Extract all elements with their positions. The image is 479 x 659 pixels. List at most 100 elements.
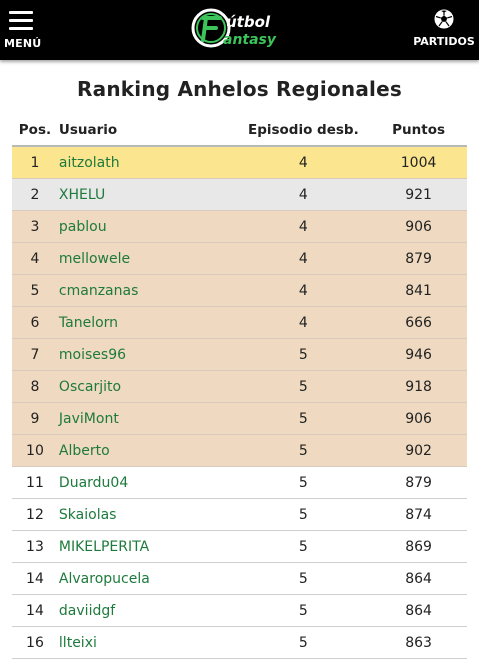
username-cell: Duardu04	[57, 466, 237, 499]
username-cell: XHELU	[57, 178, 237, 211]
logo-text-bottom: antasy	[223, 32, 277, 48]
table-row: 9 JaviMont 5 906	[12, 402, 467, 435]
episode-unlocked: 5	[236, 370, 371, 403]
username-cell: Tanelorn	[57, 306, 237, 339]
rank-position: 2	[12, 178, 58, 211]
top-navigation-bar: MENÚ útbol antasy PARTIDOS	[0, 0, 479, 60]
username-link[interactable]: Alberto	[58, 442, 110, 459]
username-cell: llteixi	[57, 626, 237, 659]
username-cell: MIKELPERITA	[57, 530, 237, 563]
table-row: 8 Oscarjito 5 918	[12, 370, 467, 403]
ranking-body: 1 aitzolath 4 1004 2 XHELU 4 921 3 pablou 4 906 4 mel…	[12, 146, 467, 659]
points-value: 918	[370, 370, 467, 403]
episode-unlocked: 5	[236, 466, 371, 499]
username-link[interactable]: XHELU	[58, 186, 106, 203]
rank-position: 11	[12, 466, 58, 499]
username-link[interactable]: mellowele	[58, 250, 131, 267]
rank-position: 9	[12, 402, 58, 435]
table-row: 12 Skaiolas 5 874	[12, 498, 467, 531]
rank-position: 16	[12, 626, 58, 659]
rank-position: 13	[12, 530, 58, 563]
username-link[interactable]: llteixi	[58, 634, 97, 651]
table-row: 3 pablou 4 906	[12, 210, 467, 243]
soccer-ball-icon	[434, 9, 454, 29]
username-cell: Alberto	[57, 434, 237, 467]
table-row: 14 daviidgf 5 864	[12, 594, 467, 627]
episode-unlocked: 5	[236, 530, 371, 563]
username-link[interactable]: cmanzanas	[58, 282, 139, 299]
futbol-fantasy-logo[interactable]: útbol antasy	[190, 6, 290, 52]
table-row: 1 aitzolath 4 1004	[12, 146, 467, 179]
table-row: 4 mellowele 4 879	[12, 242, 467, 275]
points-value: 921	[370, 178, 467, 211]
points-value: 666	[370, 306, 467, 339]
points-value: 1004	[370, 146, 467, 179]
username-cell: aitzolath	[57, 146, 237, 179]
episode-unlocked: 5	[236, 498, 371, 531]
rank-position: 3	[12, 210, 58, 243]
username-cell: Oscarjito	[57, 370, 237, 403]
menu-label: MENÚ	[4, 37, 42, 50]
logo-text-top: útbol	[226, 13, 271, 31]
username-link[interactable]: pablou	[58, 218, 107, 235]
points-value: 879	[370, 242, 467, 275]
rank-position: 7	[12, 338, 58, 371]
episode-unlocked: 5	[236, 562, 371, 595]
menu-button[interactable]: MENÚ	[4, 11, 42, 51]
username-cell: daviidgf	[57, 594, 237, 627]
rank-position: 8	[12, 370, 58, 403]
username-link[interactable]: Duardu04	[58, 474, 129, 491]
username-link[interactable]: JaviMont	[58, 410, 119, 427]
episode-unlocked: 5	[236, 594, 371, 627]
episode-unlocked: 4	[236, 146, 371, 179]
username-cell: cmanzanas	[57, 274, 237, 307]
table-row: 13 MIKELPERITA 5 869	[12, 530, 467, 563]
points-value: 902	[370, 434, 467, 467]
username-link[interactable]: Alvaropucela	[58, 570, 150, 587]
table-row: 11 Duardu04 5 879	[12, 466, 467, 499]
episode-unlocked: 4	[236, 178, 371, 211]
username-link[interactable]: MIKELPERITA	[58, 538, 150, 555]
ranking-table: Pos. Usuario Episodio desb. Puntos 1 aitz…	[12, 114, 467, 659]
table-row: 6 Tanelorn 4 666	[12, 306, 467, 339]
points-value: 863	[370, 626, 467, 659]
episode-unlocked: 4	[236, 210, 371, 243]
username-link[interactable]: Tanelorn	[58, 314, 119, 331]
username-cell: Skaiolas	[57, 498, 237, 531]
username-link[interactable]: Oscarjito	[58, 378, 122, 395]
episode-unlocked: 5	[236, 434, 371, 467]
header-pos: Pos.	[12, 114, 58, 147]
points-value: 906	[370, 210, 467, 243]
table-row: 10 Alberto 5 902	[12, 434, 467, 467]
username-cell: moises96	[57, 338, 237, 371]
username-cell: JaviMont	[57, 402, 237, 435]
header-points: Puntos	[370, 114, 467, 147]
rank-position: 5	[12, 274, 58, 307]
table-row: 14 Alvaropucela 5 864	[12, 562, 467, 595]
points-value: 864	[370, 594, 467, 627]
username-link[interactable]: aitzolath	[58, 154, 120, 171]
rank-position: 10	[12, 434, 58, 467]
username-link[interactable]: daviidgf	[58, 602, 116, 619]
username-link[interactable]: moises96	[58, 346, 127, 363]
username-cell: Alvaropucela	[57, 562, 237, 595]
table-row: 7 moises96 5 946	[12, 338, 467, 371]
header-user: Usuario	[57, 114, 237, 147]
episode-unlocked: 4	[236, 306, 371, 339]
episode-unlocked: 5	[236, 402, 371, 435]
episode-unlocked: 4	[236, 274, 371, 307]
points-value: 879	[370, 466, 467, 499]
username-cell: pablou	[57, 210, 237, 243]
rank-position: 6	[12, 306, 58, 339]
username-link[interactable]: Skaiolas	[58, 506, 117, 523]
points-value: 841	[370, 274, 467, 307]
points-value: 906	[370, 402, 467, 435]
page-title: Ranking Anhelos Regionales	[77, 77, 402, 101]
points-value: 864	[370, 562, 467, 595]
table-header-row: Pos. Usuario Episodio desb. Puntos	[12, 114, 467, 147]
table-row: 16 llteixi 5 863	[12, 626, 467, 659]
rank-position: 4	[12, 242, 58, 275]
rank-position: 14	[12, 562, 58, 595]
partidos-button[interactable]: PARTIDOS	[413, 9, 475, 49]
points-value: 946	[370, 338, 467, 371]
